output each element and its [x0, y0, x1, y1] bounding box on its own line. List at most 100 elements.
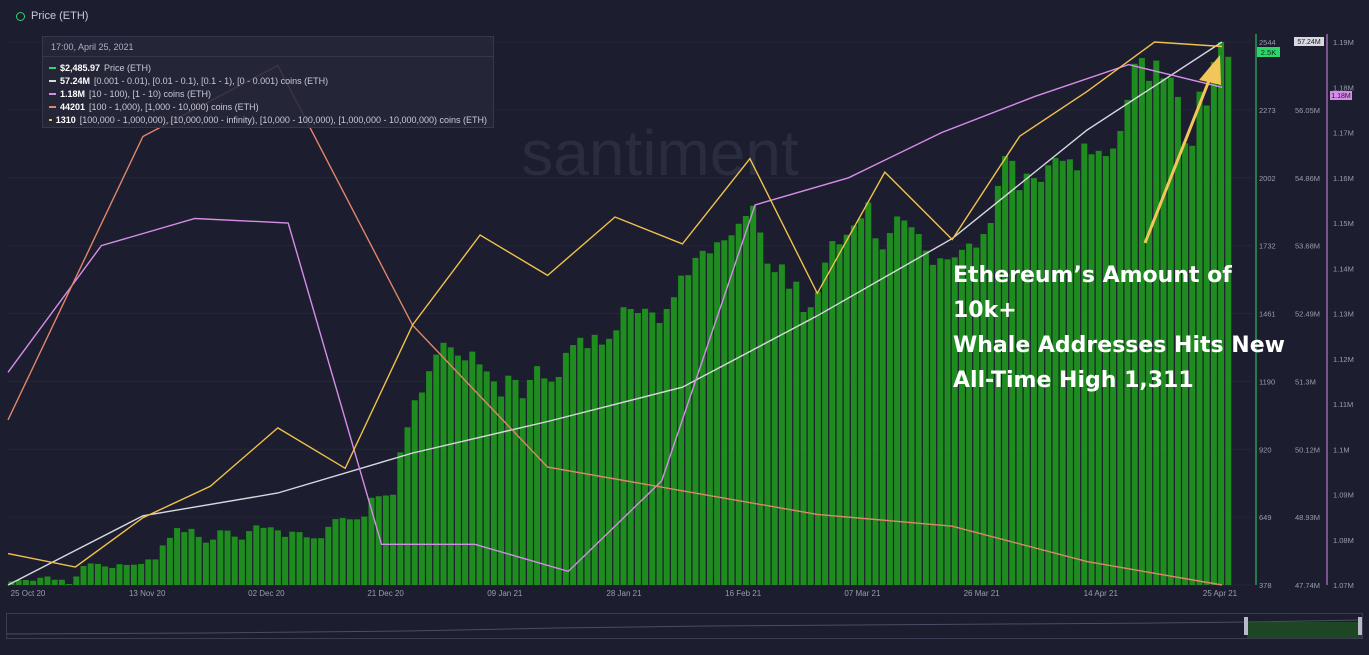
- price-bar: [238, 539, 245, 585]
- price-bar: [1117, 130, 1124, 585]
- price-bar: [282, 536, 289, 585]
- annotation-line-2: Whale Addresses Hits New: [953, 333, 1285, 358]
- price-bar: [562, 352, 569, 585]
- price-bar: [930, 264, 937, 585]
- price-bar: [973, 247, 980, 585]
- price-bar: [836, 244, 843, 585]
- price-bar: [886, 233, 893, 585]
- price-bar: [152, 559, 159, 585]
- price-bar: [109, 567, 116, 585]
- price-bar: [303, 537, 310, 585]
- price-bar: [634, 312, 641, 585]
- price-bar: [267, 527, 274, 585]
- price-bar: [642, 308, 649, 585]
- price-bar: [332, 519, 339, 585]
- price-bar: [224, 530, 231, 585]
- price-bar: [246, 531, 253, 585]
- price-bar: [37, 577, 44, 585]
- price-bar: [195, 536, 202, 585]
- price-bar: [15, 579, 22, 585]
- price-bar: [447, 347, 454, 585]
- medium-holders-axis-label: 1.07M: [1333, 581, 1354, 590]
- price-bar: [310, 538, 317, 585]
- medium-holders-axis-label: 1.16M: [1333, 174, 1354, 183]
- price-axis-label: 1461: [1259, 310, 1276, 319]
- price-bar: [145, 559, 152, 585]
- price-bar: [476, 364, 483, 585]
- x-tick-label: 13 Nov 20: [129, 589, 166, 598]
- price-bar: [1160, 78, 1167, 586]
- price-bar: [534, 366, 541, 585]
- price-bar: [750, 205, 757, 585]
- tooltip-row: 57.24M [0.001 - 0.01), [0.01 - 0.1), [0.1…: [43, 74, 493, 87]
- price-bar: [426, 371, 433, 585]
- x-tick-label: 14 Apr 21: [1084, 589, 1119, 598]
- legend-toggle-price[interactable]: Price (ETH): [16, 10, 88, 22]
- price-bar: [814, 291, 821, 585]
- tooltip-row: 1310 [100,000 - 1,000,000), [10,000,000 -…: [43, 113, 493, 126]
- price-bar: [1203, 105, 1210, 586]
- x-tick-label: 25 Apr 21: [1203, 589, 1238, 598]
- tooltip-value: 57.24M: [60, 75, 91, 86]
- annotation-text: Ethereum’s Amount of 10k+ Whale Addresse…: [953, 258, 1293, 398]
- eye-toggle-icon[interactable]: [16, 11, 25, 21]
- price-bar: [570, 345, 577, 585]
- price-bar: [346, 519, 353, 585]
- price-bar: [490, 381, 497, 585]
- price-bar: [1146, 80, 1153, 586]
- price-bar: [73, 576, 80, 585]
- price-bar: [462, 360, 469, 585]
- price-bar: [958, 249, 965, 585]
- price-bar: [937, 258, 944, 585]
- tooltip-rows: $2,485.97 Price (ETH) 57.24M [0.001 - 0.01)…: [43, 57, 493, 126]
- price-bar: [1052, 158, 1059, 586]
- price-bar: [1225, 56, 1232, 586]
- tooltip-value: 1310: [55, 114, 76, 125]
- small-holders-axis-label: 52.49M: [1295, 310, 1320, 319]
- price-bar: [951, 257, 958, 585]
- annotation-line-1: Ethereum’s Amount of 10k+: [953, 263, 1232, 323]
- price-bar: [843, 234, 850, 586]
- range-navigator[interactable]: [6, 613, 1363, 639]
- medium-holders-axis-label: 1.11M: [1333, 400, 1353, 409]
- price-bar: [418, 392, 425, 585]
- price-bar: [1182, 143, 1189, 585]
- price-bar: [318, 538, 325, 585]
- price-bar: [663, 308, 670, 585]
- price-bar: [1110, 148, 1117, 586]
- price-bar: [469, 351, 476, 585]
- price-bar: [1196, 91, 1203, 585]
- price-bar: [692, 257, 699, 585]
- x-tick-label: 02 Dec 20: [248, 589, 285, 598]
- price-bar: [541, 378, 548, 585]
- price-bar: [778, 264, 785, 585]
- price-bar: [584, 348, 591, 585]
- price-bar: [706, 253, 713, 585]
- medium-holders-axis-label: 1.15M: [1333, 219, 1354, 228]
- series-swatch-icon: [49, 79, 56, 82]
- price-bar: [260, 527, 267, 585]
- price-bar: [188, 528, 195, 585]
- price-bar: [289, 531, 296, 585]
- price-bar: [901, 220, 908, 585]
- price-bar: [915, 234, 922, 586]
- price-bar: [613, 330, 620, 585]
- price-bar: [1138, 58, 1145, 586]
- price-bar: [174, 528, 181, 585]
- x-tick-label: 28 Jan 21: [606, 589, 642, 598]
- price-bar: [166, 537, 173, 585]
- price-bar: [879, 249, 886, 586]
- price-bar: [1081, 143, 1088, 586]
- price-badge-text: 2.5K: [1261, 48, 1276, 57]
- price-bar: [1124, 99, 1131, 585]
- price-bar: [116, 564, 123, 585]
- price-bar: [627, 308, 634, 585]
- price-bar: [1030, 178, 1037, 585]
- price-bar: [274, 530, 281, 585]
- price-bar: [231, 536, 238, 585]
- price-bar: [30, 580, 37, 585]
- series-swatch-icon: [49, 92, 56, 95]
- medium-holders-axis-label: 1.14M: [1333, 264, 1354, 273]
- series-line-whale-holders: [7, 41, 1223, 568]
- price-bar: [800, 311, 807, 585]
